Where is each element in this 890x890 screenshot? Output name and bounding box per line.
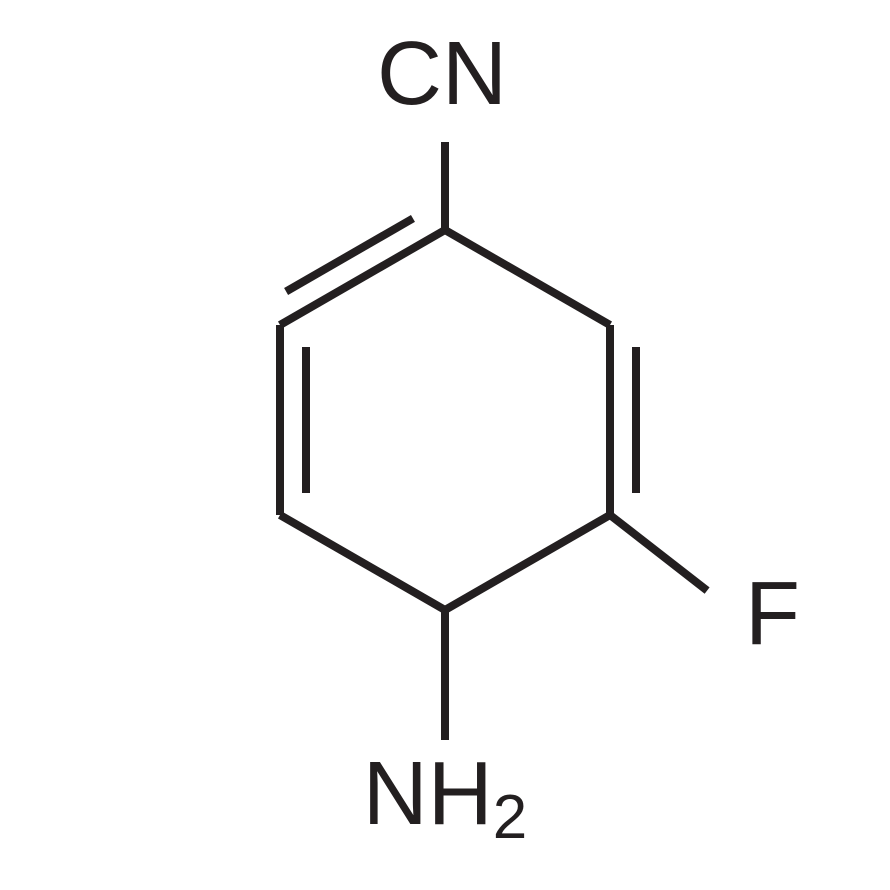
atom-label-NH2: NH2 — [363, 744, 527, 853]
molecule-canvas: CN F NH2 — [0, 0, 890, 890]
atom-label-F: F — [745, 564, 800, 664]
atom-label-CN: CN — [377, 24, 507, 124]
